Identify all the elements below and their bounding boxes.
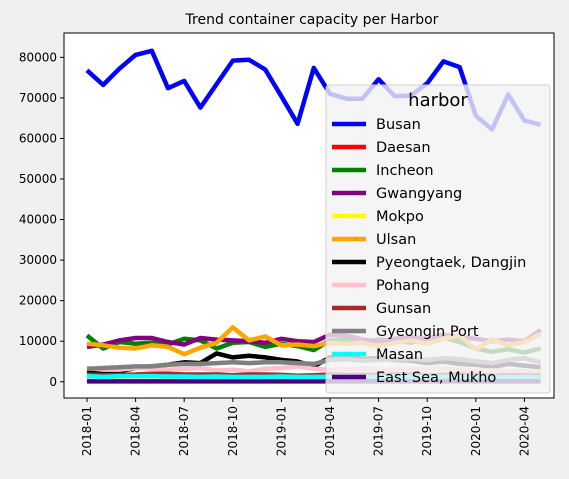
- x-tick-label: 2018-07: [177, 406, 191, 456]
- x-axis: 2018-01 2018-04 2018-07 2018-10 2019-01 2019-…: [80, 398, 531, 456]
- legend-label: Pohang: [376, 278, 430, 294]
- chart-title: Trend container capacity per Harbor: [185, 12, 439, 28]
- legend-label: Gunsan: [376, 301, 431, 317]
- legend-label: Pyeongtaek, Dangjin: [376, 255, 526, 271]
- y-axis: 0 10000 20000 30000 40000 50000 60000 70000 8000…: [19, 50, 64, 389]
- x-tick-label: 2018-04: [129, 406, 143, 456]
- x-tick-label: 2018-01: [80, 406, 94, 456]
- y-tick-label: 80000: [19, 50, 57, 64]
- legend-label: Ulsan: [376, 232, 416, 248]
- x-tick-label: 2018-10: [226, 406, 240, 456]
- y-tick-label: 50000: [19, 172, 57, 186]
- x-tick-label: 2019-07: [372, 406, 386, 456]
- x-tick-label: 2019-04: [323, 406, 337, 456]
- y-tick-label: 10000: [19, 334, 57, 348]
- legend-label: Gyeongin Port: [376, 324, 479, 340]
- plot-frame: [63, 32, 555, 399]
- x-tick-label: 2020-01: [469, 406, 483, 456]
- legend-label: East Sea, Mukho: [376, 370, 496, 386]
- legend-title: harbor: [408, 90, 468, 111]
- legend-box: [325, 84, 551, 394]
- y-tick-label: 40000: [19, 213, 57, 227]
- y-tick-label: 30000: [19, 253, 57, 267]
- x-tick-label: 2019-01: [274, 406, 288, 456]
- y-tick-label: 20000: [19, 294, 57, 308]
- legend-label: Daesan: [376, 140, 431, 156]
- x-tick-label: 2019-10: [420, 406, 434, 456]
- x-tick-label: 2020-04: [517, 406, 531, 456]
- legend-label: Busan: [376, 117, 421, 133]
- legend: harbor Busan Daesan Incheon Gwangyang Mokpo Ul…: [325, 84, 551, 394]
- legend-label: Incheon: [376, 163, 434, 179]
- legend-label: Masan: [376, 347, 423, 363]
- series-line-busan: [85, 48, 542, 132]
- y-tick-label: 0: [49, 375, 57, 389]
- y-tick-label: 60000: [19, 131, 57, 145]
- legend-label: Mokpo: [376, 209, 424, 225]
- y-tick-label: 70000: [19, 91, 57, 105]
- legend-label: Gwangyang: [376, 186, 462, 202]
